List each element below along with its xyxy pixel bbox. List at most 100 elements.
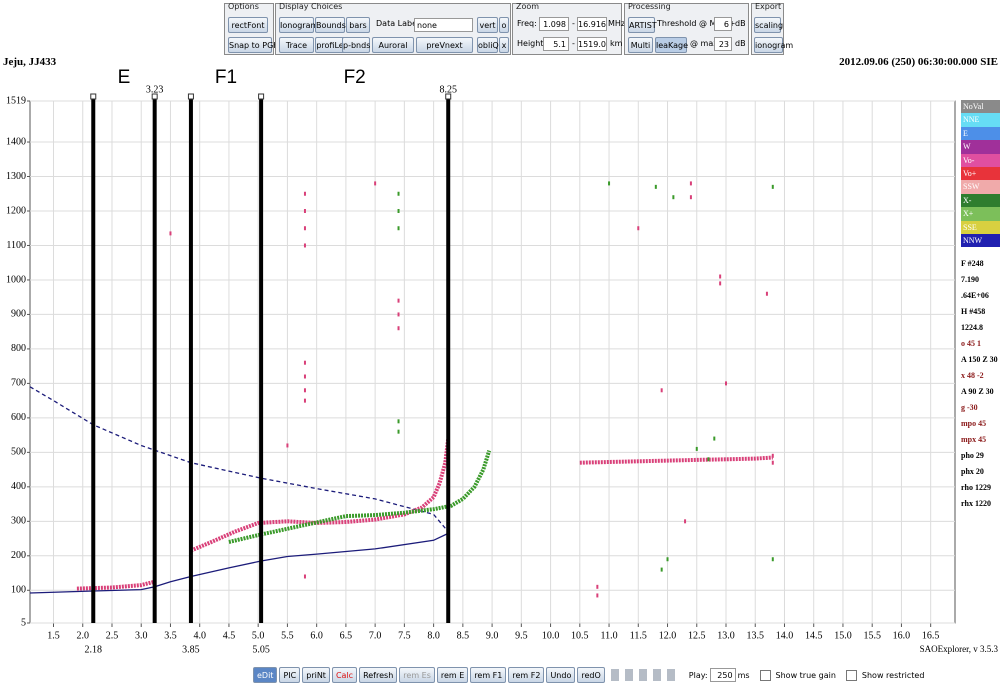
x-tick-label: 5.5 — [281, 630, 294, 641]
button[interactable]: vert — [477, 17, 498, 33]
button[interactable]: redO — [577, 667, 605, 683]
dropdown[interactable]: none — [414, 18, 473, 32]
y-tick-label: 300 — [11, 516, 26, 527]
button[interactable]: Snap to PGH — [228, 37, 279, 53]
echo-point — [397, 226, 400, 231]
button[interactable]: bars — [346, 17, 370, 33]
parameter: phx 20 — [961, 467, 984, 477]
button[interactable]: Multi — [628, 37, 653, 53]
button[interactable]: o — [499, 17, 509, 33]
button[interactable]: Auroral — [372, 37, 414, 53]
y-tick-label: 800 — [11, 343, 26, 354]
echo-point — [725, 381, 728, 386]
input[interactable]: 23 — [714, 37, 732, 51]
parameter: A 150 Z 30 — [961, 355, 998, 365]
x-tick-label: 9.5 — [515, 630, 528, 641]
echo-point — [707, 457, 710, 462]
checkbox[interactable] — [845, 669, 857, 681]
button[interactable]: ionogram — [754, 37, 793, 53]
button[interactable]: profiLe — [315, 37, 345, 53]
button[interactable]: ARTIST — [628, 17, 657, 33]
echo-point — [397, 208, 400, 213]
label: Threshold @ MPA + — [657, 19, 736, 28]
echo-point — [303, 243, 306, 248]
boundary-label: 3.23 — [146, 84, 164, 95]
echo-point — [695, 446, 698, 451]
label: @ max - — [690, 39, 724, 48]
boundary-handle — [445, 93, 452, 100]
profile-line — [29, 386, 449, 533]
echo-point — [660, 567, 663, 572]
version: SAOExplorer, v 3.5.3 — [920, 644, 999, 654]
button[interactable]: rem Es — [399, 667, 435, 683]
echo-point — [303, 208, 306, 213]
button[interactable]: x — [499, 37, 509, 53]
input[interactable]: 1.098 — [539, 17, 569, 31]
layer-label: E — [118, 67, 131, 88]
x-tick-label: 3.0 — [135, 630, 148, 641]
group-title: Export — [755, 2, 782, 11]
input[interactable]: 1519.0 — [577, 37, 607, 51]
parameter: F #248 — [961, 259, 984, 269]
boundary-handle — [258, 93, 265, 100]
echo-point — [666, 557, 669, 562]
button[interactable]: PIC — [279, 667, 301, 683]
button[interactable]: rem F2 — [508, 667, 545, 683]
button[interactable]: Calc — [331, 667, 358, 683]
button[interactable]: obliQ — [477, 37, 499, 53]
button[interactable]: Bounds — [315, 17, 346, 33]
echo-point — [719, 274, 722, 279]
button[interactable]: rem F1 — [470, 667, 507, 683]
x-tick-label: 11.5 — [630, 630, 647, 641]
echo-point — [397, 191, 400, 196]
input[interactable]: 16.916 — [577, 17, 607, 31]
group-title: Processing — [628, 2, 671, 11]
echo-point — [303, 191, 306, 196]
button[interactable]: priNt — [302, 667, 330, 683]
echo-point — [684, 519, 687, 524]
label: Height: — [517, 39, 547, 48]
echo-point — [303, 388, 306, 393]
y-tick-label: 900 — [11, 309, 26, 320]
input[interactable]: 6 — [714, 17, 732, 31]
layer-label: F1 — [215, 67, 237, 88]
legend-entry: Vo+ — [961, 166, 1000, 181]
zoom-group: Zoom Freq: 1.098 - 16.916 MHz Height: 5.… — [512, 2, 625, 55]
echo-point — [303, 374, 306, 379]
timestamp: 2012.09.06 (250) 06:30:00.000 SIE — [839, 56, 998, 68]
legend-entry: E — [961, 126, 1000, 141]
parameter: 7.190 — [961, 275, 979, 285]
button[interactable]: Ionogram — [279, 17, 318, 33]
x-tick-label: 4.0 — [193, 630, 206, 641]
export-group: Export scaling ionogram — [751, 2, 793, 55]
button[interactable]: Refresh — [359, 667, 398, 683]
checkbox[interactable] — [759, 669, 771, 681]
input[interactable]: 250 — [709, 668, 736, 682]
echo-point — [689, 181, 692, 186]
echo-point — [286, 443, 289, 448]
button[interactable]: eDit — [253, 667, 278, 683]
echo-point — [596, 584, 599, 589]
input[interactable]: 5.1 — [543, 37, 569, 51]
legend-entry: X- — [961, 193, 1000, 208]
x-tick-label: 10.0 — [542, 630, 560, 641]
parameter: rhx 1220 — [961, 499, 991, 509]
x-tick-label: 8.0 — [427, 630, 440, 641]
legend-entry: NoVal — [961, 100, 1000, 114]
button[interactable]: scaling — [754, 17, 783, 33]
y-tick-label: 1400 — [6, 136, 26, 147]
label: ms — [737, 670, 750, 680]
button[interactable]: Undo — [546, 667, 576, 683]
button[interactable]: rectFont — [228, 17, 268, 33]
button[interactable]: leaKage — [655, 37, 688, 53]
button[interactable]: p-bnds — [342, 37, 370, 53]
media-controls[interactable] — [610, 669, 681, 681]
group-title: Display Choices — [279, 2, 343, 11]
button[interactable]: preVnext — [416, 37, 473, 53]
button[interactable]: Trace — [279, 37, 314, 53]
legend-entry: SSE — [961, 220, 1000, 234]
display-group: Display Choices Ionogram Bounds bars Tra… — [275, 2, 511, 55]
button[interactable]: rem E — [436, 667, 469, 683]
